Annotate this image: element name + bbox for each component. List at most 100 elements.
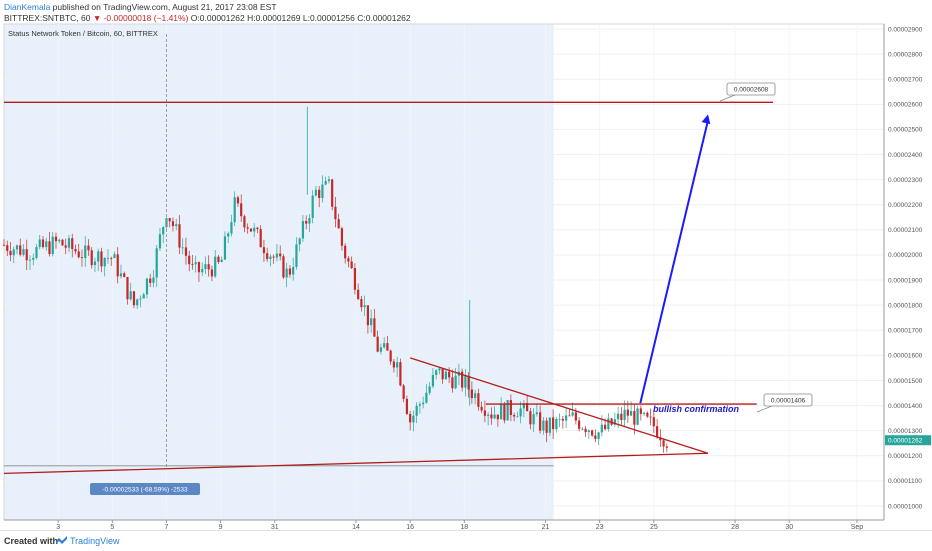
candle-body xyxy=(253,227,256,232)
candle-body xyxy=(340,228,344,246)
candle-body xyxy=(126,277,129,300)
candle-body xyxy=(441,368,444,380)
y-tick-label: 0.00001500 xyxy=(888,378,923,385)
candle-body xyxy=(106,257,110,259)
candle-body xyxy=(243,216,246,228)
candle-body xyxy=(337,219,340,229)
candle-body xyxy=(136,299,139,306)
candle-body xyxy=(123,273,126,278)
candle-body xyxy=(503,403,506,421)
quote-line: BITTREX:SNTBTC, 60 ▼ -0.00000018 (−1.41%… xyxy=(4,13,411,23)
candle-body xyxy=(610,418,613,425)
chart-header: DianKemala published on TradingView.com,… xyxy=(0,0,932,23)
candle-body xyxy=(444,371,447,380)
candle-body xyxy=(571,412,574,416)
candle-body xyxy=(100,251,103,267)
candle-body xyxy=(360,299,363,308)
candle-body xyxy=(389,350,392,362)
callout-label: 0.00002608 xyxy=(734,87,769,94)
x-tick-label: 16 xyxy=(406,524,414,530)
x-tick-label: 25 xyxy=(650,524,658,530)
last-price-badge xyxy=(885,435,931,446)
candle-body xyxy=(139,298,142,300)
candle-body xyxy=(324,181,327,185)
y-tick-label: 0.00001900 xyxy=(888,277,923,284)
candle-body xyxy=(561,418,564,421)
candle-body xyxy=(409,413,412,423)
y-tick-label: 0.00001700 xyxy=(888,328,923,335)
candle-body xyxy=(292,266,295,275)
y-tick-label: 0.00002600 xyxy=(888,102,923,109)
candle-body xyxy=(298,238,301,245)
candle-body xyxy=(132,291,136,306)
triangle-upper-line xyxy=(409,357,709,454)
last-price-label: 0.00001262 xyxy=(888,438,923,445)
candle-body xyxy=(353,268,357,290)
high-value: H:0.00001269 xyxy=(247,13,301,23)
y-tick-label: 0.00001600 xyxy=(888,353,923,360)
candle-body xyxy=(636,408,639,425)
tradingview-logo-icon xyxy=(56,536,67,544)
candle-body xyxy=(539,412,542,431)
author-link[interactable]: DianKemala xyxy=(4,2,51,12)
candle-body xyxy=(461,371,464,388)
candle-body xyxy=(171,221,175,227)
y-tick-label: 0.00002700 xyxy=(888,77,923,84)
candle-body xyxy=(103,257,106,267)
candle-body xyxy=(578,420,581,429)
candle-body xyxy=(399,362,402,386)
candle-body xyxy=(214,256,217,277)
candle-body xyxy=(165,218,168,228)
candle-body xyxy=(357,289,360,300)
highlight-region xyxy=(4,24,554,520)
drawings[interactable]: 0.00002608 0.00001406 -0.00002533 (-68.59%… xyxy=(3,34,813,495)
candle-body xyxy=(6,245,9,251)
candle-body xyxy=(204,264,207,270)
candle-body xyxy=(22,249,25,255)
candle-body xyxy=(581,428,584,430)
candle-body xyxy=(230,222,233,234)
candle-body xyxy=(275,253,279,258)
candle-body xyxy=(318,189,321,198)
candle-body xyxy=(227,233,230,237)
candle-body xyxy=(412,415,415,423)
candle-body xyxy=(321,184,324,198)
candles xyxy=(2,106,668,453)
tradingview-brand-link[interactable]: TradingView xyxy=(70,536,120,546)
low-value: L:0.00001256 xyxy=(302,13,355,23)
candle-body xyxy=(197,262,201,273)
candle-body xyxy=(269,256,272,260)
candle-body xyxy=(568,415,571,417)
candle-body xyxy=(545,420,548,433)
x-tick-label: 7 xyxy=(165,524,169,530)
candle-body xyxy=(38,239,41,247)
candle-body xyxy=(373,318,376,337)
candle-body xyxy=(519,408,522,417)
candle-body xyxy=(428,386,431,393)
candle-body xyxy=(184,247,188,256)
candle-body xyxy=(152,277,155,283)
axes: 0.00002900 0.00002800 0.00002700 0.00002600… xyxy=(4,24,931,530)
measure-callout: -0.00002533 (-68.59%) -2533 xyxy=(90,483,200,495)
candle-body xyxy=(80,257,84,259)
y-tick-label: 0.00001000 xyxy=(888,503,923,510)
x-tick-label: 23 xyxy=(596,524,604,530)
callout-box xyxy=(726,82,776,96)
candle-body xyxy=(246,227,249,229)
candle-body xyxy=(665,446,668,448)
candle-body xyxy=(516,416,519,418)
candle-body xyxy=(282,256,285,278)
candle-body xyxy=(210,269,214,277)
candle-body xyxy=(565,415,568,421)
candle-body xyxy=(32,257,35,260)
candle-body xyxy=(542,420,545,431)
candle-body xyxy=(334,206,337,220)
candle-body xyxy=(12,249,15,256)
price-chart[interactable]: 0.00002608 0.00001406 -0.00002533 (-68.59%… xyxy=(0,0,932,530)
y-tick-label: 0.00002300 xyxy=(888,177,923,184)
change-value: ▼ -0.00000018 (−1.41%) xyxy=(92,13,189,23)
candle-body xyxy=(331,179,334,207)
candle-body xyxy=(285,268,288,278)
candle-body xyxy=(470,389,473,399)
candle-body xyxy=(535,412,538,415)
